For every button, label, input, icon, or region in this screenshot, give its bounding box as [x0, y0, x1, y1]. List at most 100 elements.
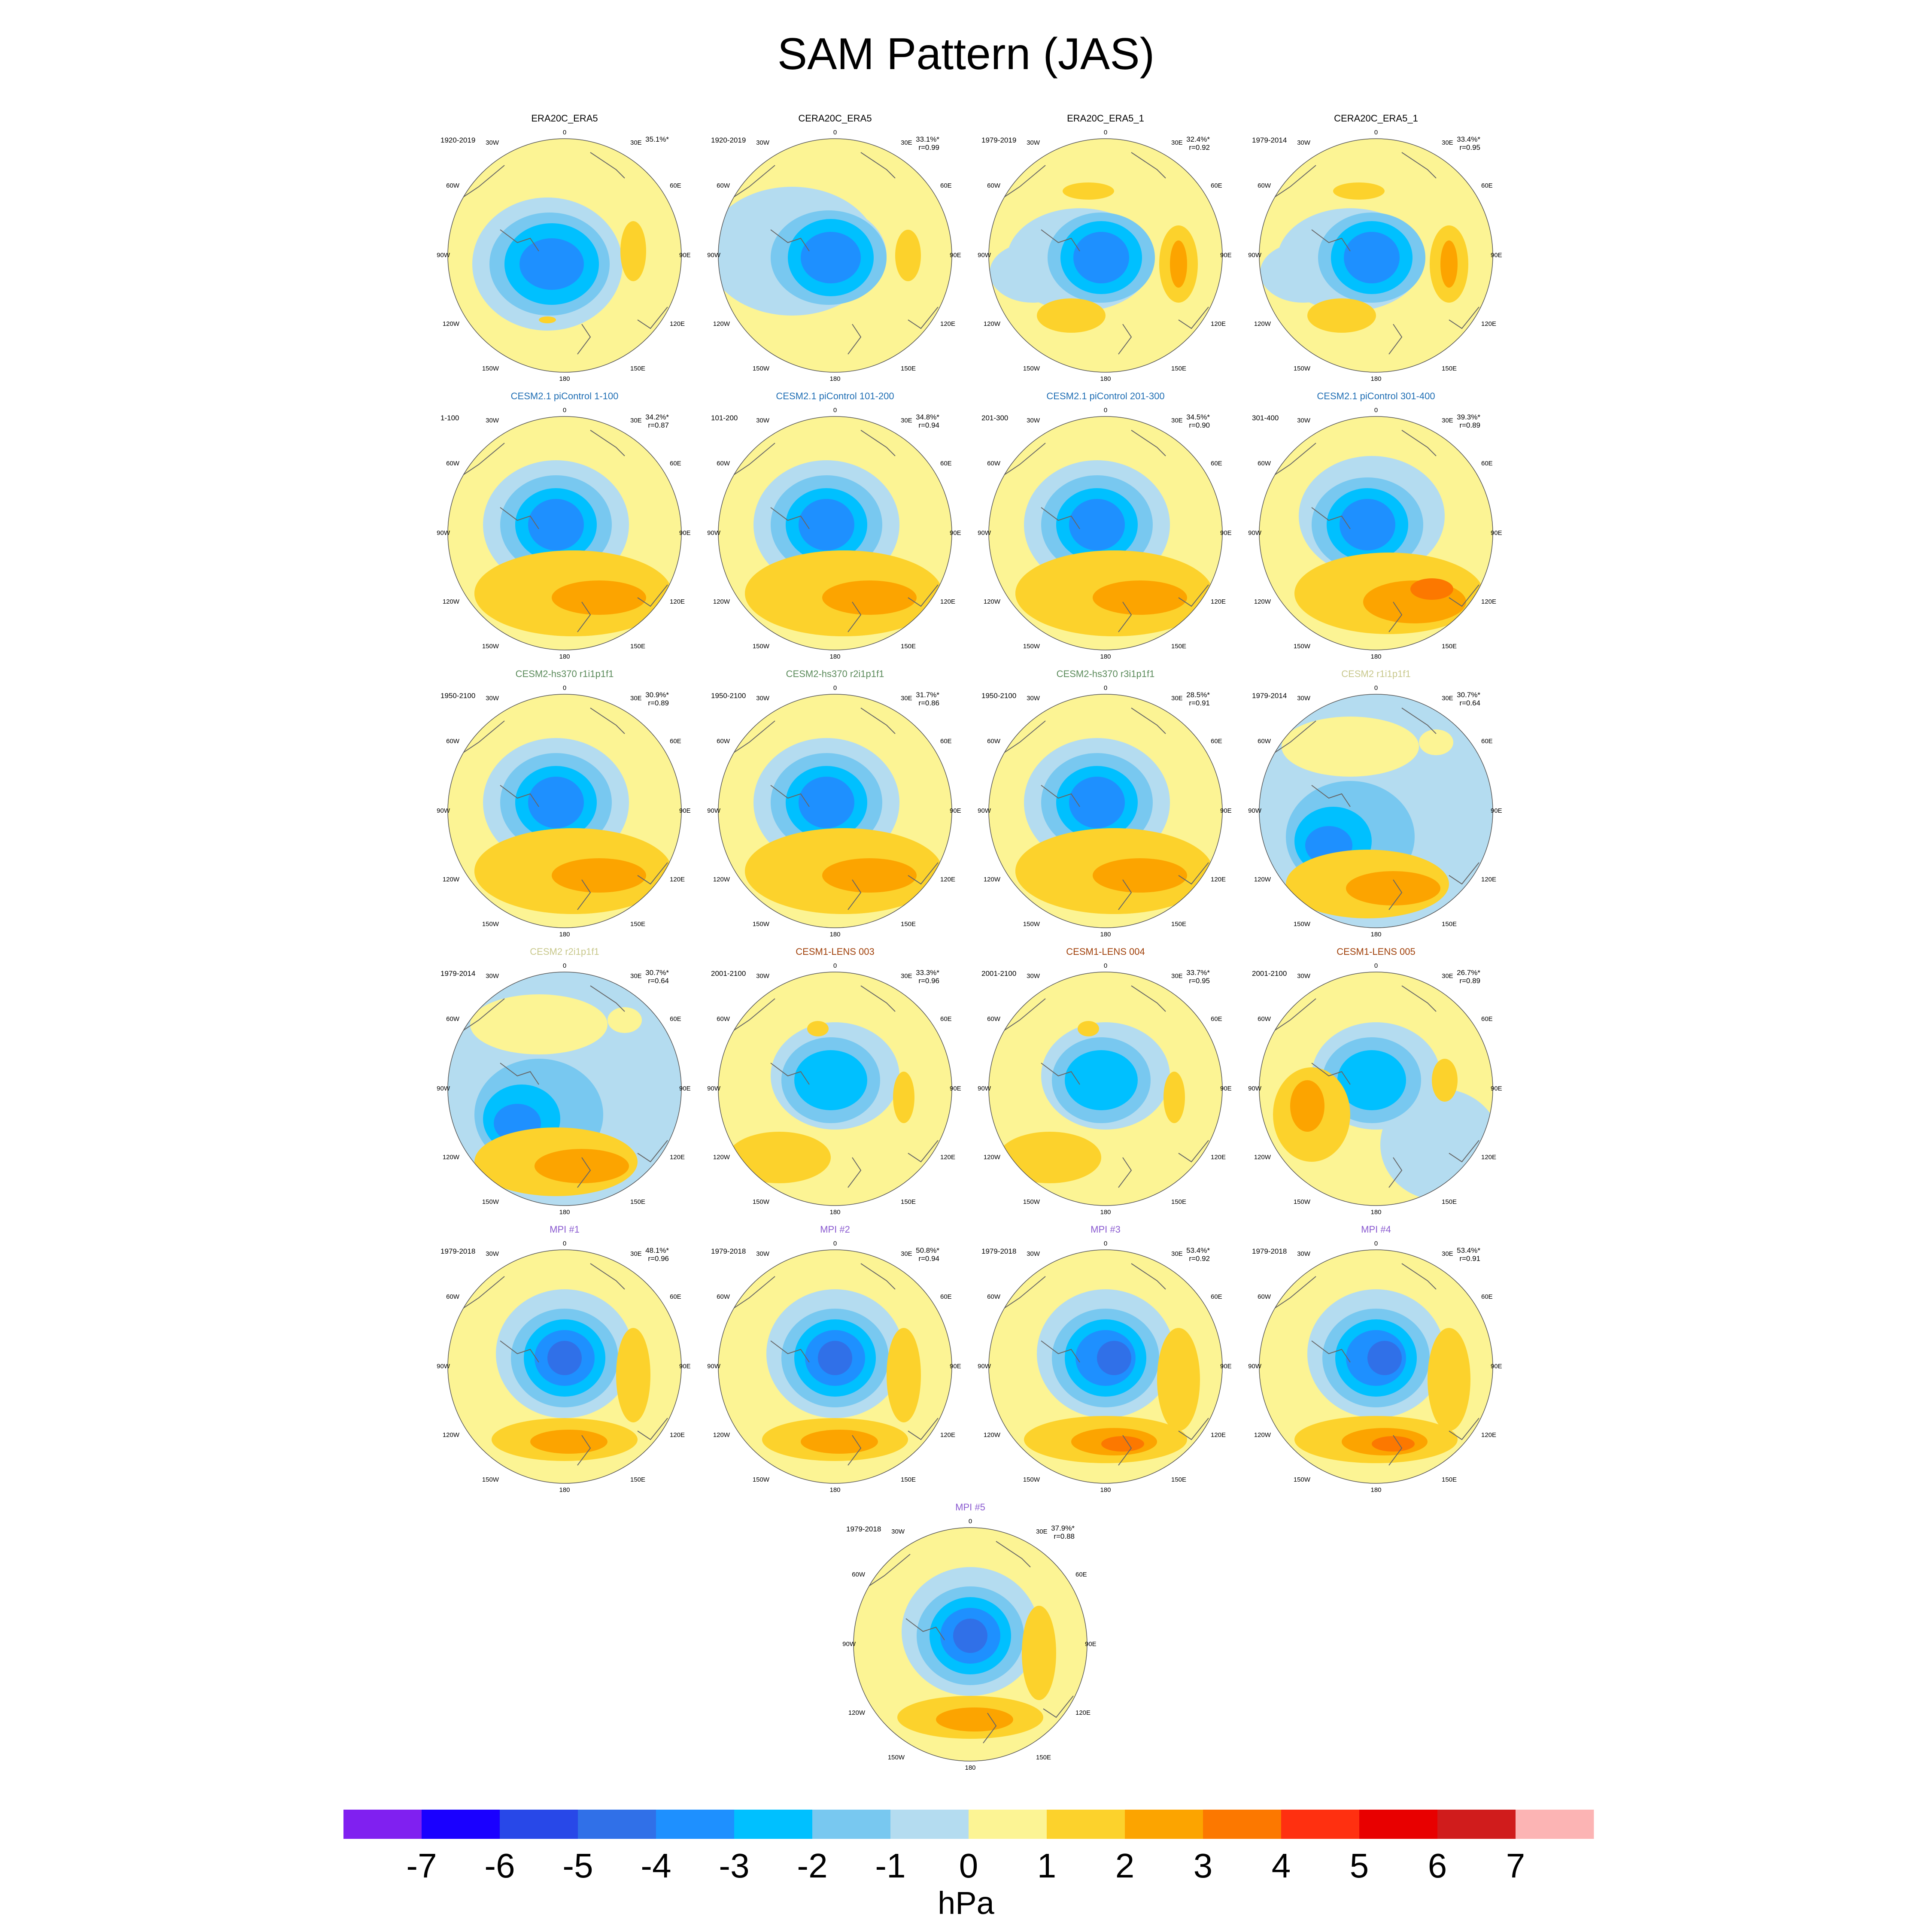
- explained-variance: 28.5%*: [1186, 691, 1210, 699]
- panel-period: 1950-2100: [981, 692, 1017, 700]
- longitude-label: 30W: [756, 139, 770, 146]
- coastline: [453, 985, 668, 1188]
- panel-stats: 53.4%* r=0.91: [1442, 1246, 1480, 1263]
- map-border: [853, 1527, 1088, 1762]
- panel-stats: 33.7%* r=0.95: [1171, 969, 1210, 985]
- longitude-label: 90W: [978, 529, 991, 537]
- map-border: [718, 138, 952, 373]
- panel-title: CESM1-LENS 004: [1066, 946, 1145, 957]
- panel-period: 1979-2014: [1252, 136, 1287, 144]
- longitude-label: 150E: [1171, 1198, 1186, 1206]
- pattern-correlation: r=0.64: [648, 977, 669, 985]
- longitude-label: 60W: [987, 738, 1001, 745]
- coastline: [1264, 985, 1479, 1188]
- longitude-label: 180: [559, 375, 570, 383]
- longitude-label: 150E: [1171, 1476, 1186, 1483]
- map-panel: 0 30E 60E 90E 120E 150E 180 150W 120W 90W 60W 30W CE…: [429, 391, 700, 660]
- longitude-label: 90W: [842, 1640, 856, 1648]
- longitude-label: 60W: [987, 1293, 1001, 1300]
- longitude-label: 150E: [901, 643, 916, 650]
- longitude-label: 90W: [707, 1085, 721, 1092]
- contour-region: [1340, 499, 1395, 550]
- longitude-label: 180: [1370, 1486, 1381, 1494]
- longitude-label: 90W: [978, 252, 991, 259]
- map-border: [718, 416, 952, 650]
- panel-stats: 34.8%* r=0.94: [901, 413, 939, 429]
- longitude-label: 0: [563, 962, 566, 969]
- panel-period: 1920-2019: [440, 136, 476, 144]
- explained-variance: 33.4%*: [1457, 135, 1480, 143]
- longitude-label: 90E: [679, 529, 691, 537]
- panel-stats: 30.9%* r=0.89: [630, 691, 669, 707]
- panel-period: 1979-2014: [1252, 692, 1287, 700]
- longitude-label: 60E: [940, 182, 952, 189]
- longitude-label: 90W: [437, 529, 450, 537]
- longitude-label: 60W: [1258, 738, 1271, 745]
- longitude-label: 60E: [1211, 738, 1222, 745]
- map-panel: 0 30E 60E 90E 120E 150E 180 150W 120W 90W 60W 30W CE…: [970, 668, 1241, 938]
- longitude-label: 60W: [1258, 182, 1271, 189]
- panel-period: 2001-2100: [1252, 969, 1287, 978]
- longitude-label: 120W: [1254, 876, 1271, 883]
- longitude-label: 150W: [753, 365, 770, 372]
- colorbar-tick-label: 6: [1428, 1847, 1447, 1885]
- longitude-label: 180: [1100, 375, 1111, 383]
- longitude-label: 30W: [891, 1528, 905, 1535]
- longitude-label: 30W: [486, 695, 499, 702]
- explained-variance: 35.1%*: [645, 135, 669, 143]
- pattern-correlation: r=0.99: [918, 143, 939, 152]
- coastline: [723, 985, 939, 1188]
- pattern-correlation: r=0.94: [918, 1255, 939, 1263]
- panel-period: 1950-2100: [440, 692, 476, 700]
- longitude-label: 60W: [446, 738, 460, 745]
- longitude-label: 150W: [888, 1754, 905, 1761]
- panel-period: 301-400: [1252, 414, 1279, 422]
- coastline: [453, 430, 668, 632]
- longitude-label: 120E: [670, 1154, 685, 1161]
- contour-region: [1410, 578, 1453, 600]
- pattern-correlation: r=0.64: [1459, 699, 1480, 707]
- longitude-label: 60E: [1481, 738, 1493, 745]
- longitude-label: 60W: [446, 182, 460, 189]
- longitude-label: 180: [1100, 653, 1111, 660]
- longitude-label: 30W: [1297, 139, 1311, 146]
- polar-map: 0 30E 60E 90E 120E 150E 180 150W 120W 90W 60W 30W: [842, 1518, 1097, 1771]
- longitude-label: 60W: [446, 1293, 460, 1300]
- map-border: [988, 1249, 1223, 1484]
- panel-stats: 30.7%* r=0.64: [630, 969, 669, 985]
- longitude-label: 150W: [753, 643, 770, 650]
- panel-stats: 31.7%* r=0.86: [901, 691, 939, 707]
- polar-map: 0 30E 60E 90E 120E 150E 180 150W 120W 90W 60W 30W: [707, 129, 961, 383]
- longitude-label: 150W: [1294, 1198, 1311, 1206]
- longitude-label: 120W: [713, 1154, 730, 1161]
- map-border: [988, 416, 1223, 650]
- contour-region: [1101, 1436, 1144, 1452]
- explained-variance: 34.2%*: [645, 413, 669, 421]
- contour-region: [822, 580, 917, 615]
- contour-region: [893, 1072, 914, 1123]
- colorbar-tick-label: 3: [1193, 1847, 1213, 1885]
- longitude-label: 90E: [1220, 529, 1232, 537]
- longitude-label: 120E: [1211, 876, 1226, 883]
- longitude-label: 30W: [486, 972, 499, 980]
- longitude-label: 90E: [1491, 807, 1502, 814]
- longitude-label: 120E: [670, 876, 685, 883]
- longitude-label: 90W: [1248, 1363, 1262, 1370]
- longitude-label: 30W: [756, 695, 770, 702]
- longitude-label: 30W: [486, 139, 499, 146]
- longitude-label: 120W: [984, 876, 1001, 883]
- polar-map: 0 30E 60E 90E 120E 150E 180 150W 120W 90W 60W 30W: [978, 1240, 1232, 1494]
- map-border: [718, 1249, 952, 1484]
- panel-stats: 30.7%* r=0.64: [1442, 691, 1480, 707]
- longitude-label: 120E: [940, 1431, 955, 1439]
- panel-title: CESM2.1 piControl 301-400: [1317, 391, 1435, 401]
- contour-region: [608, 1007, 642, 1033]
- longitude-label: 30E: [1442, 972, 1453, 980]
- longitude-label: 30E: [1171, 417, 1183, 424]
- panel-stats: 35.1%*: [630, 135, 669, 143]
- colorbar-tick-label: 2: [1115, 1847, 1135, 1885]
- pattern-correlation: r=0.89: [1459, 977, 1480, 985]
- longitude-label: 90E: [679, 1363, 691, 1370]
- longitude-label: 30E: [630, 695, 642, 702]
- longitude-label: 90W: [1248, 807, 1262, 814]
